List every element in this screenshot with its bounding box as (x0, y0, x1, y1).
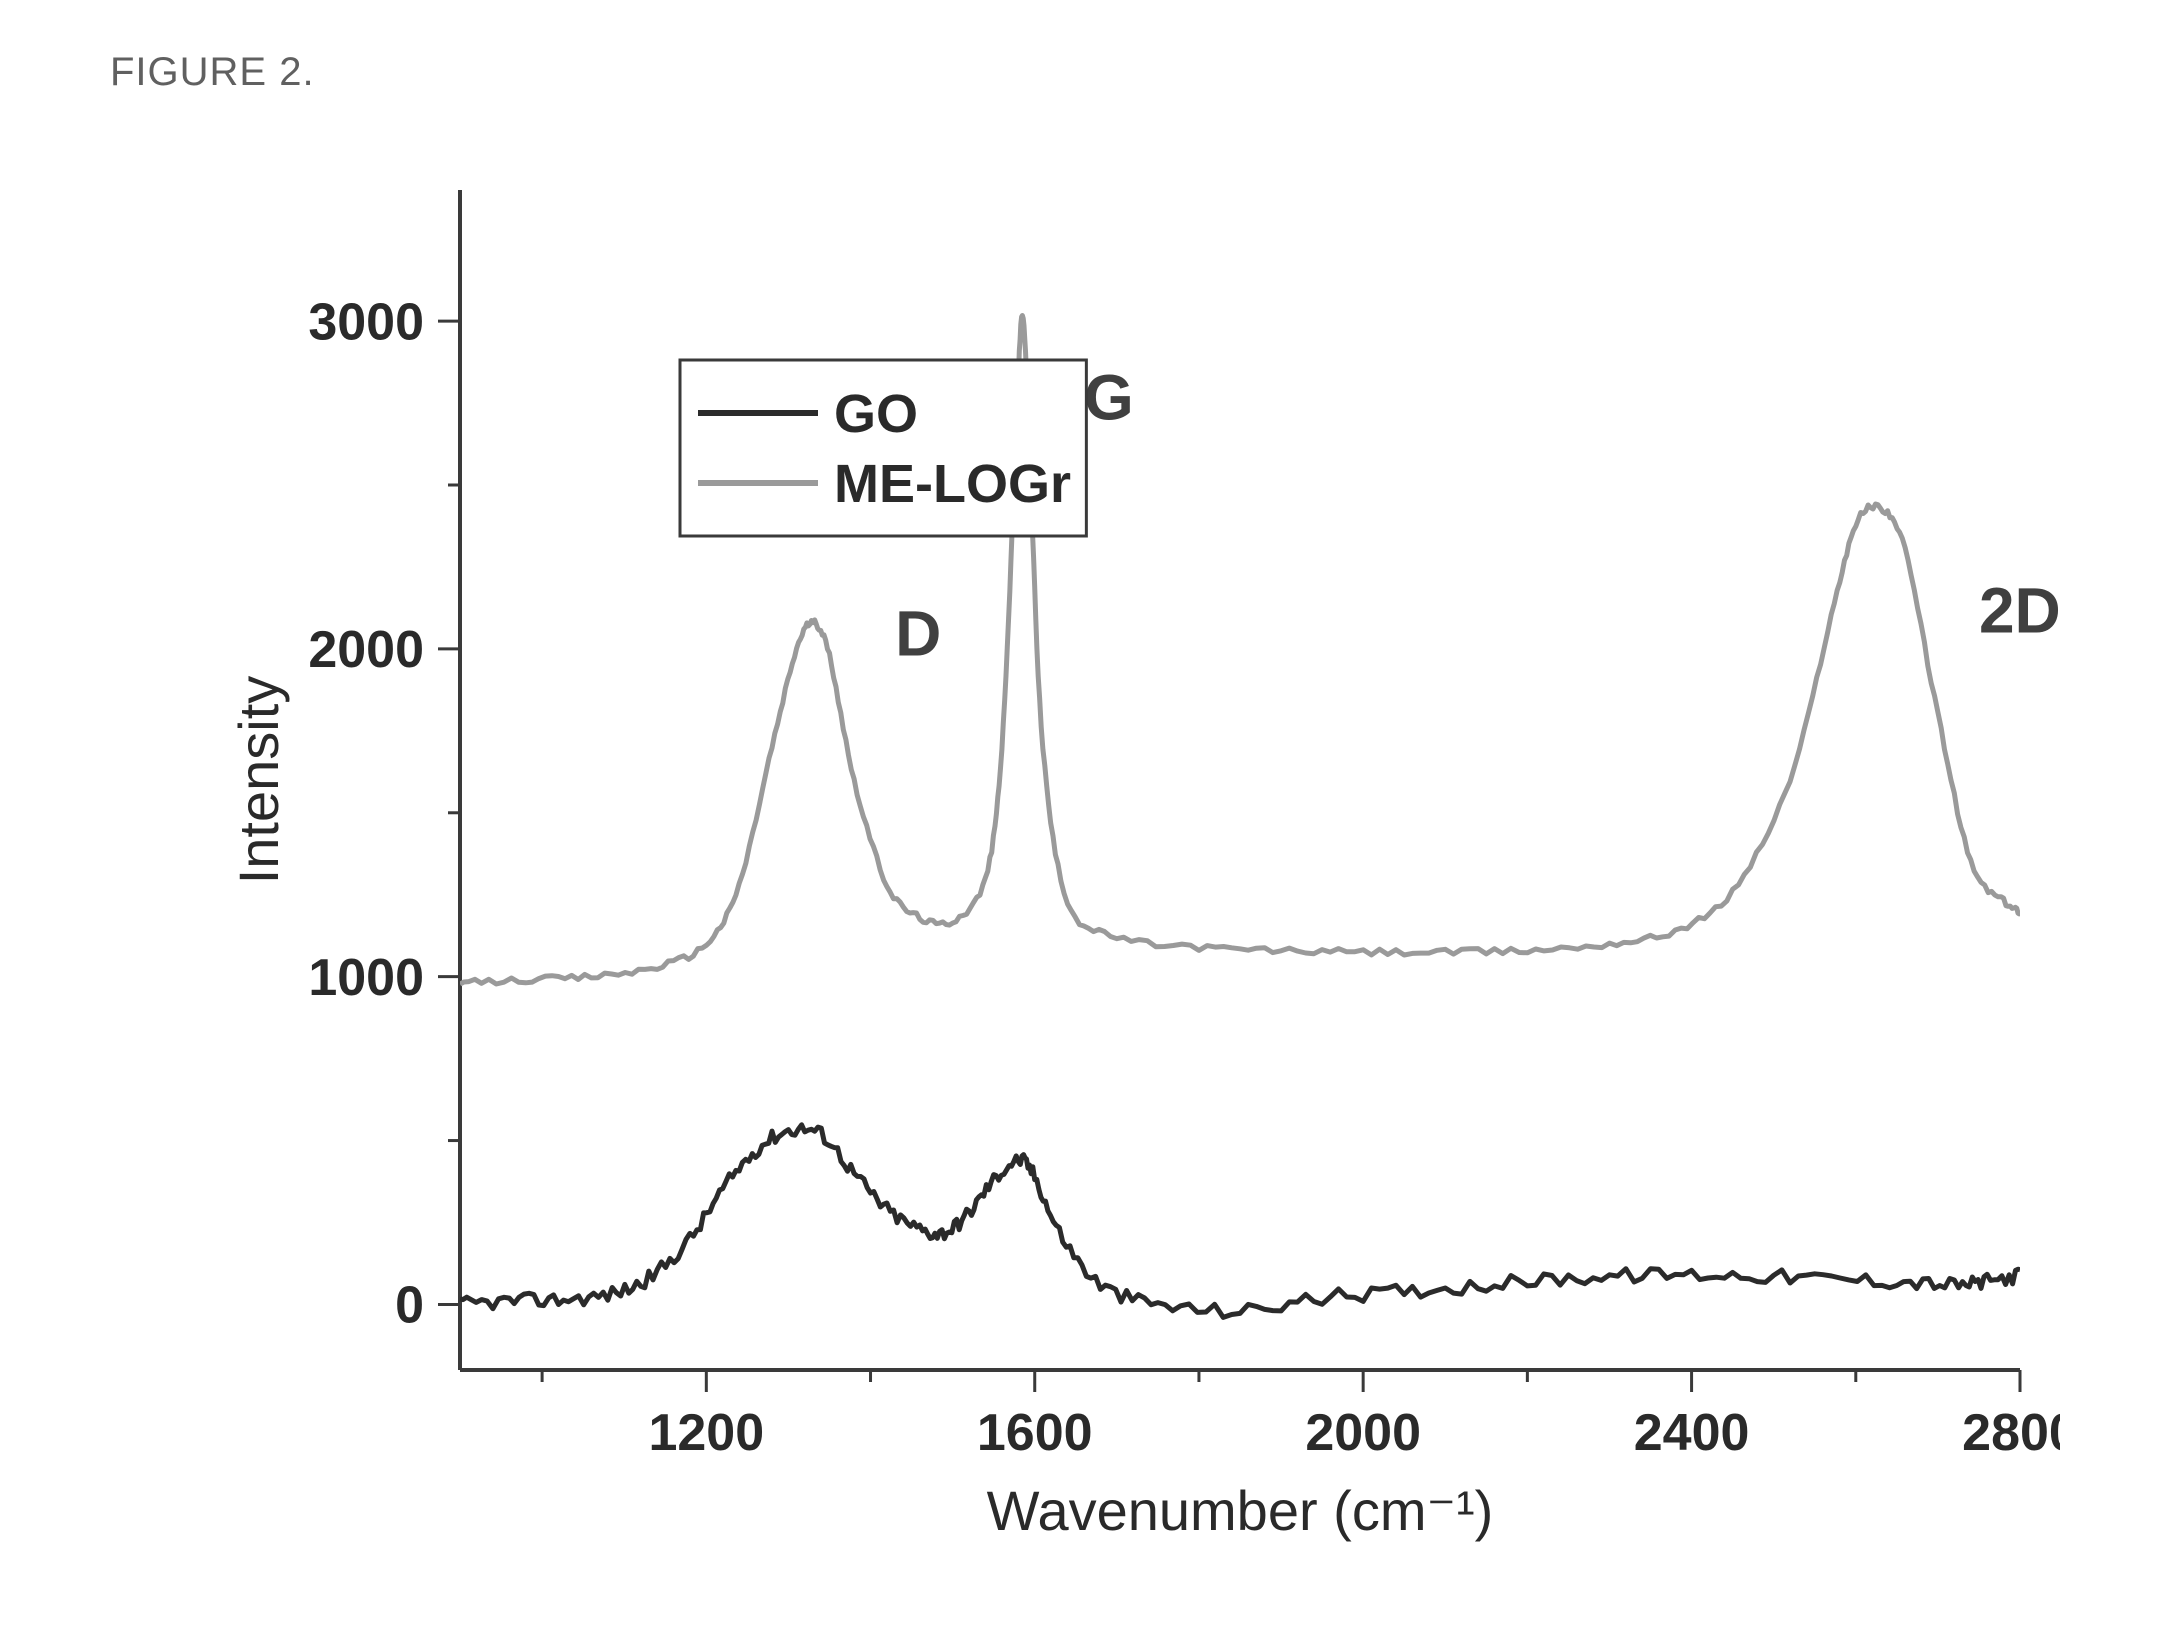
figure-caption: FIGURE 2. (110, 50, 315, 95)
peak-label-2d: 2D (1979, 575, 2060, 647)
peak-label-g: G (1084, 361, 1134, 433)
peak-label-d: D (895, 597, 941, 669)
series-go (460, 1125, 2020, 1318)
x-tick-label: 2400 (1634, 1404, 1750, 1462)
y-tick-label: 1000 (308, 949, 424, 1007)
legend-label: ME-LOGr (834, 454, 1071, 514)
x-axis-title: Wavenumber (cm⁻¹) (987, 1479, 1494, 1542)
x-tick-label: 1600 (977, 1404, 1093, 1462)
raman-spectrum-plot: 1200 1600 2000 2400 2800 0 1000 2000 3000 Wavenum… (200, 130, 2060, 1550)
y-axis-title: Intensity (227, 676, 290, 885)
x-tick-label: 2800 (1962, 1404, 2060, 1462)
x-tick-label: 2000 (1305, 1404, 1421, 1462)
y-tick-label: 2000 (308, 621, 424, 679)
legend-label: GO (834, 384, 918, 444)
y-tick-label: 3000 (308, 293, 424, 351)
y-tick-label: 0 (395, 1277, 424, 1335)
x-tick-label: 1200 (648, 1404, 764, 1462)
